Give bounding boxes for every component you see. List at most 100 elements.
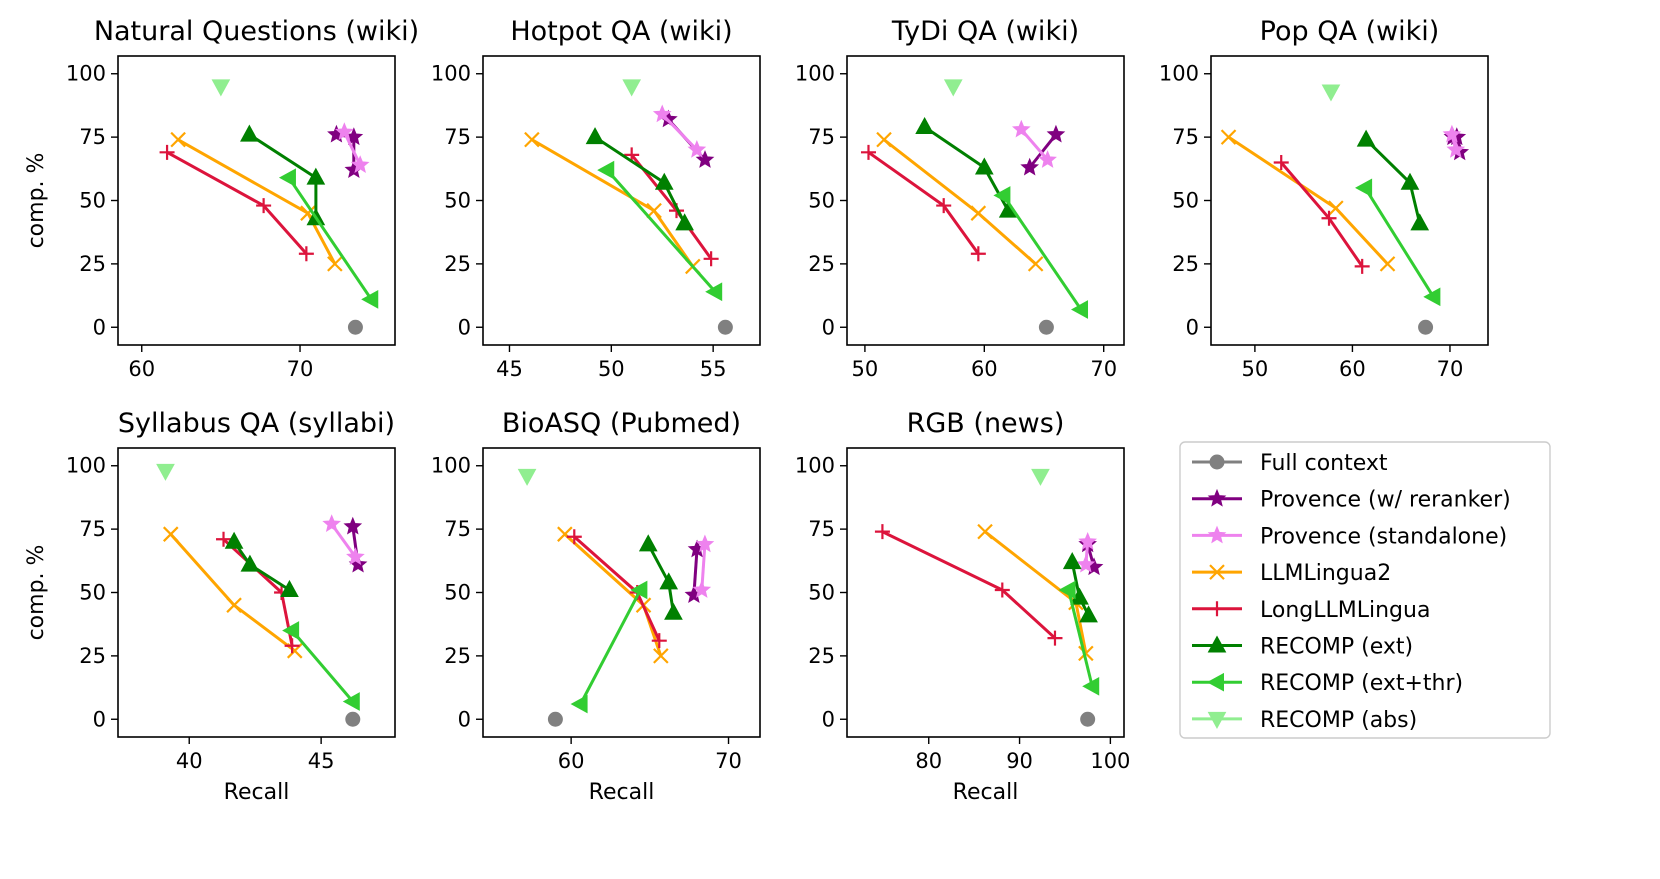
data-point	[1070, 300, 1089, 319]
data-point	[240, 554, 260, 572]
axes-frame	[482, 55, 761, 346]
data-point	[1321, 210, 1337, 226]
series-recomp-abs	[211, 79, 231, 97]
data-point	[675, 213, 694, 231]
series-full-context	[547, 711, 563, 727]
x-tick-label: 100	[1090, 749, 1130, 773]
data-point	[915, 116, 934, 134]
data-point	[695, 534, 715, 553]
series-recomp-ext-thr	[597, 160, 723, 302]
legend-item-provence-w-reranker: Provence (w/ reranker)	[1192, 488, 1511, 513]
data-point	[343, 516, 363, 535]
y-tick-label: 100	[795, 454, 835, 478]
data-point	[1410, 213, 1430, 231]
legend-item-full-context: Full context	[1192, 451, 1388, 476]
data-point	[1446, 139, 1466, 158]
data-point	[282, 621, 300, 640]
series-provence-standalone	[1442, 124, 1466, 158]
data-point	[226, 597, 242, 613]
x-tick-label: 60	[971, 357, 998, 381]
data-point	[1078, 531, 1098, 550]
data-point	[652, 104, 672, 123]
axes-frame	[117, 55, 396, 346]
data-point	[350, 155, 370, 173]
series-line	[579, 589, 642, 705]
x-tick-label: 90	[1006, 749, 1033, 773]
data-point	[566, 529, 582, 545]
data-point	[977, 523, 993, 540]
legend-item-llmlingua2: LLMLingua2	[1192, 561, 1391, 586]
panel-syllabus-qa-syllabi: Syllabus QA (syllabi) 0 25 50 75 100 40 45 comp.…	[24, 408, 396, 805]
plot-area	[156, 463, 368, 727]
x-tick-label: 70	[715, 749, 742, 773]
axes-frame	[482, 447, 761, 738]
data-point	[1442, 124, 1462, 143]
panel-rgb-news: RGB (news) 0 25 50 75 100 80 90 100 Recall	[795, 408, 1131, 805]
x-tick-label: 60	[1339, 357, 1366, 381]
data-point	[1011, 119, 1031, 138]
data-point	[284, 638, 300, 654]
data-point	[1046, 124, 1066, 143]
data-point	[1220, 129, 1237, 145]
series-provence-standalone	[335, 122, 370, 173]
series-line	[287, 176, 373, 301]
data-point	[1020, 157, 1040, 176]
legend-marker	[1209, 454, 1225, 470]
series-recomp-abs	[1321, 84, 1341, 102]
y-tick-label: 100	[66, 454, 106, 478]
y-tick-label: 100	[1159, 62, 1199, 86]
series-line	[881, 530, 1057, 640]
legend-item-recomp-ext-thr: RECOMP (ext+thr)	[1192, 671, 1463, 696]
legend-marker	[1209, 564, 1225, 580]
data-point	[1423, 287, 1441, 307]
legend-marker	[1207, 525, 1227, 544]
legend-item-longllmlingua: LongLLMLingua	[1192, 598, 1430, 623]
panel-title: Natural Questions (wiki)	[94, 16, 419, 47]
data-point	[240, 124, 259, 142]
series-line	[290, 629, 354, 703]
data-point	[170, 131, 186, 148]
data-point	[156, 463, 175, 481]
series-line	[606, 169, 717, 293]
series-llmlingua2	[1220, 129, 1396, 272]
y-tick-label: 0	[822, 707, 835, 731]
series-recomp-abs	[517, 468, 537, 486]
panel-tydi-qa-wiki: TyDi QA (wiki) 0 25 50 75 100 50 60 70	[795, 16, 1125, 381]
data-point	[1031, 468, 1050, 486]
data-point	[1321, 84, 1341, 102]
y-tick-label: 75	[79, 125, 106, 149]
data-point	[993, 186, 1011, 205]
data-point	[1038, 319, 1054, 335]
data-point	[327, 256, 343, 272]
y-tick-label: 25	[1172, 252, 1199, 276]
panel-title: TyDi QA (wiki)	[891, 16, 1079, 47]
data-point	[306, 167, 326, 185]
data-point	[1047, 630, 1063, 646]
data-point	[1400, 172, 1420, 190]
data-point	[1273, 154, 1289, 170]
data-point	[524, 131, 540, 148]
data-point	[646, 202, 662, 219]
y-tick-label: 0	[458, 315, 471, 339]
data-point	[224, 531, 244, 549]
x-tick-label: 70	[1437, 357, 1464, 381]
data-point	[216, 531, 232, 547]
series-line	[1002, 194, 1083, 311]
series-recomp-abs	[943, 79, 963, 97]
series-recomp-ext-thr	[278, 168, 379, 309]
x-tick-label: 55	[700, 357, 727, 381]
data-point	[557, 526, 573, 542]
data-point	[1355, 178, 1373, 198]
panel-title: Hotpot QA (wiki)	[510, 16, 732, 47]
legend-label: Full context	[1260, 451, 1388, 476]
legend-label: Provence (standalone)	[1260, 524, 1507, 549]
series-provence-standalone	[652, 104, 707, 158]
legend-item-recomp-ext: RECOMP (ext)	[1192, 635, 1413, 660]
axes-frame	[846, 447, 1125, 738]
x-tick-label: 45	[496, 357, 523, 381]
x-axis-label: Recall	[589, 780, 655, 805]
data-point	[585, 127, 605, 145]
x-tick-label: 60	[558, 749, 585, 773]
y-tick-label: 100	[431, 62, 471, 86]
data-point	[159, 144, 175, 160]
